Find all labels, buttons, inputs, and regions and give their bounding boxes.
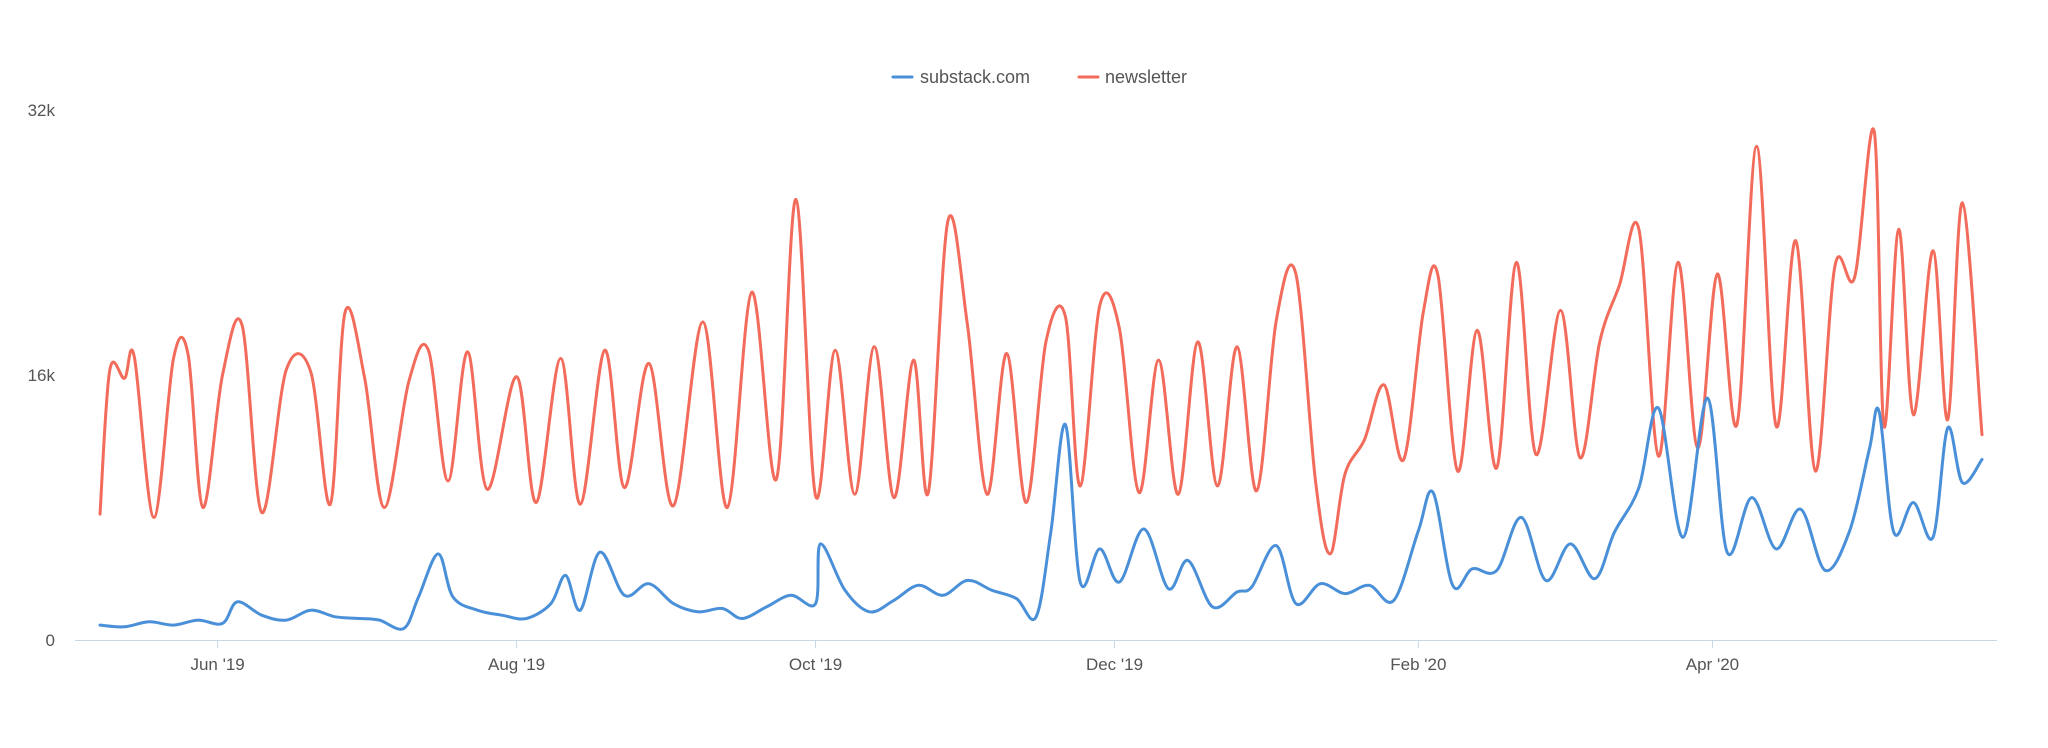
- plot-area: [98, 127, 1984, 631]
- legend-label-substack: substack.com: [920, 67, 1030, 87]
- y-tick-label: 32k: [28, 101, 56, 120]
- legend-item-substack[interactable]: substack.com: [891, 67, 1030, 87]
- legend-label-newsletter: newsletter: [1105, 67, 1187, 87]
- x-tick-label: Aug '19: [488, 655, 545, 674]
- legend[interactable]: substack.com newsletter: [891, 67, 1187, 87]
- x-tick-label: Oct '19: [789, 655, 842, 674]
- x-tick-label: Feb '20: [1390, 655, 1446, 674]
- y-tick-label: 0: [46, 631, 55, 650]
- x-tick-label: Jun '19: [190, 655, 244, 674]
- legend-item-newsletter[interactable]: newsletter: [1077, 67, 1187, 87]
- y-tick-label: 16k: [28, 366, 56, 385]
- x-axis: Jun '19 Aug '19 Oct '19 Dec '19 Feb '20 Apr '…: [75, 640, 1997, 674]
- series-line-substack[interactable]: [98, 396, 1984, 631]
- y-axis: 0 16k 32k: [28, 101, 56, 650]
- x-tick-label: Apr '20: [1686, 655, 1739, 674]
- x-tick-label: Dec '19: [1086, 655, 1143, 674]
- series-line-newsletter[interactable]: [98, 127, 1984, 556]
